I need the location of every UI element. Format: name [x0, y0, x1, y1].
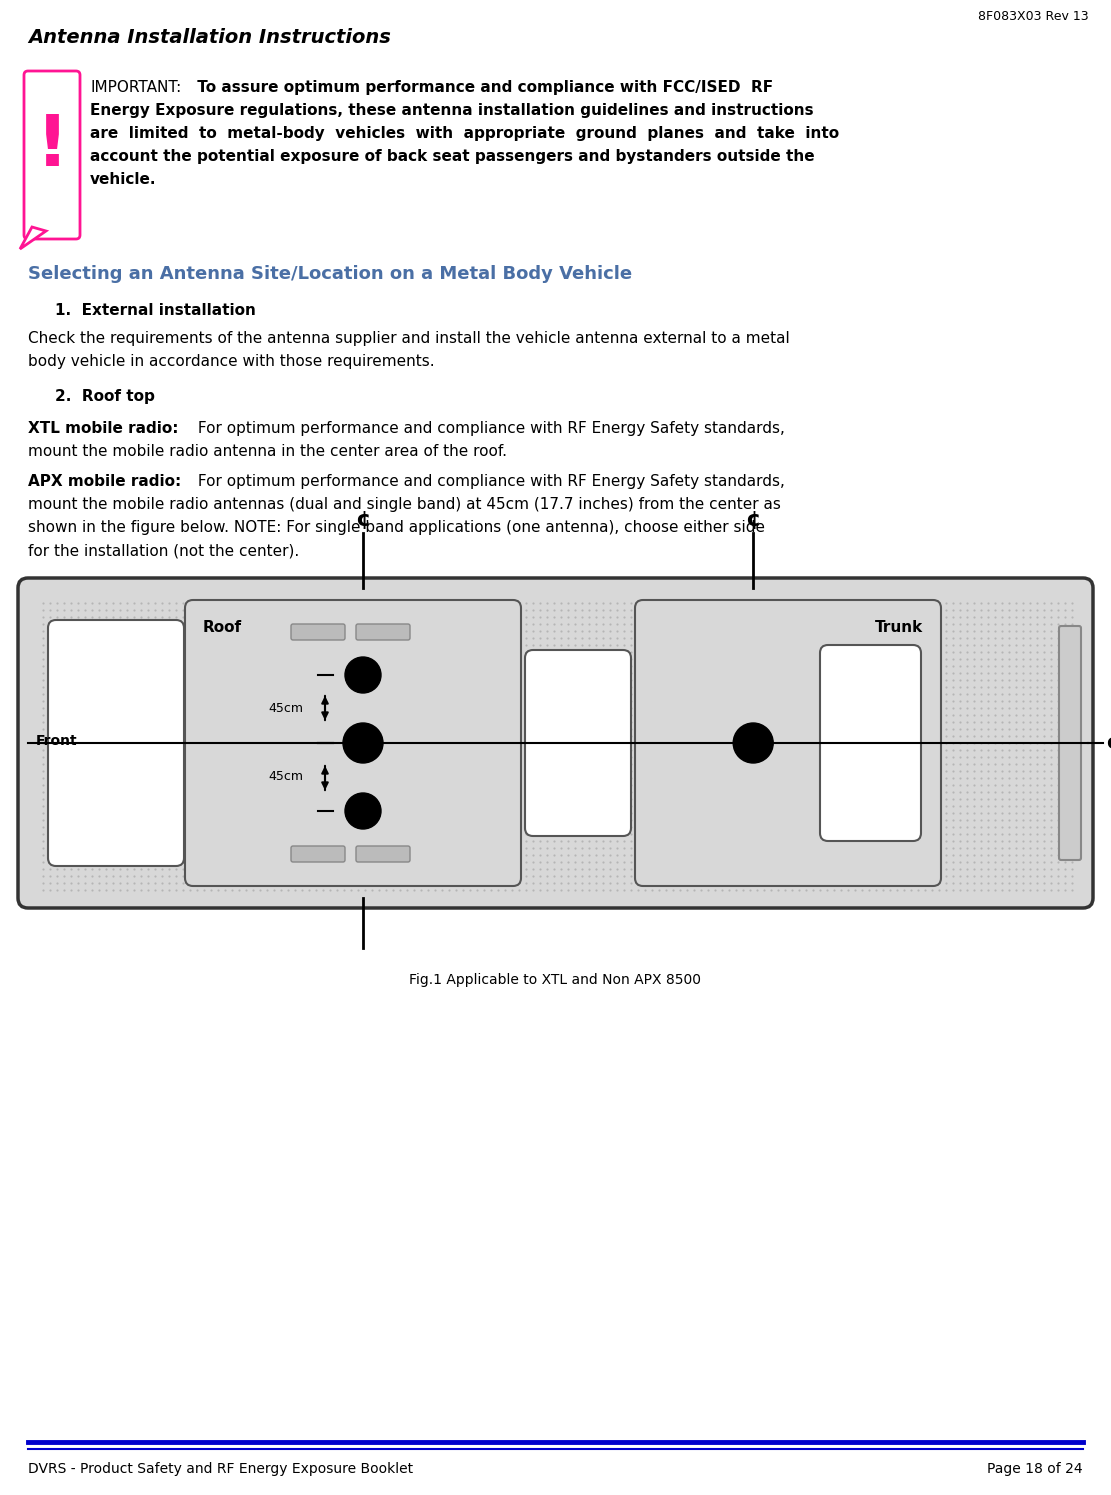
Text: Antenna Installation Instructions: Antenna Installation Instructions	[28, 28, 391, 46]
Text: DVR: DVR	[740, 739, 767, 748]
FancyBboxPatch shape	[1059, 626, 1081, 860]
FancyBboxPatch shape	[24, 70, 80, 239]
Text: 2.  Roof top: 2. Roof top	[56, 389, 154, 404]
Text: 1.  External installation: 1. External installation	[56, 303, 256, 318]
Text: 45cm: 45cm	[268, 703, 303, 716]
FancyBboxPatch shape	[820, 644, 921, 842]
FancyBboxPatch shape	[526, 650, 631, 836]
Text: To assure optimum performance and compliance with FCC/ISED  RF: To assure optimum performance and compli…	[192, 81, 773, 96]
Text: Front: Front	[36, 734, 78, 748]
Text: for the installation (not the center).: for the installation (not the center).	[28, 543, 299, 558]
Circle shape	[346, 656, 381, 694]
Text: Fig.1 Applicable to XTL and Non APX 8500: Fig.1 Applicable to XTL and Non APX 8500	[409, 973, 701, 987]
Text: XTL: XTL	[351, 739, 374, 748]
Text: APX: APX	[352, 806, 374, 816]
Text: Selecting an Antenna Site/Location on a Metal Body Vehicle: Selecting an Antenna Site/Location on a …	[28, 265, 632, 283]
FancyBboxPatch shape	[186, 599, 521, 887]
Text: ¢: ¢	[745, 510, 761, 531]
Text: XTL mobile radio:: XTL mobile radio:	[28, 422, 179, 437]
Text: Roof: Roof	[203, 620, 242, 635]
Text: ¢: ¢	[356, 510, 371, 531]
Text: For optimum performance and compliance with RF Energy Safety standards,: For optimum performance and compliance w…	[193, 422, 784, 437]
Text: DVRS - Product Safety and RF Energy Exposure Booklet: DVRS - Product Safety and RF Energy Expo…	[28, 1462, 413, 1476]
FancyBboxPatch shape	[18, 579, 1093, 907]
Text: 8F083X03 Rev 13: 8F083X03 Rev 13	[979, 10, 1089, 22]
Text: Trunk: Trunk	[874, 620, 923, 635]
FancyBboxPatch shape	[291, 623, 346, 640]
Circle shape	[733, 724, 773, 762]
FancyBboxPatch shape	[356, 623, 410, 640]
Text: 45cm: 45cm	[268, 770, 303, 783]
Text: mount the mobile radio antenna in the center area of the roof.: mount the mobile radio antenna in the ce…	[28, 444, 507, 459]
FancyBboxPatch shape	[48, 620, 184, 866]
Text: vehicle.: vehicle.	[90, 172, 157, 187]
Text: are  limited  to  metal-body  vehicles  with  appropriate  ground  planes  and  : are limited to metal-body vehicles with …	[90, 126, 839, 141]
Text: shown in the figure below. NOTE: For single band applications (one antenna), cho: shown in the figure below. NOTE: For sin…	[28, 520, 765, 535]
FancyBboxPatch shape	[291, 846, 346, 863]
Text: mount the mobile radio antennas (dual and single band) at 45cm (17.7 inches) fro: mount the mobile radio antennas (dual an…	[28, 496, 781, 511]
Circle shape	[343, 724, 383, 762]
Text: APX: APX	[352, 670, 374, 680]
Text: For optimum performance and compliance with RF Energy Safety standards,: For optimum performance and compliance w…	[193, 474, 784, 489]
FancyBboxPatch shape	[356, 846, 410, 863]
Text: ¢: ¢	[1105, 733, 1111, 753]
Polygon shape	[20, 227, 46, 250]
Text: Page 18 of 24: Page 18 of 24	[988, 1462, 1083, 1476]
Text: Energy Exposure regulations, these antenna installation guidelines and instructi: Energy Exposure regulations, these anten…	[90, 103, 813, 118]
Text: !: !	[36, 112, 69, 181]
FancyBboxPatch shape	[635, 599, 941, 887]
Text: Check the requirements of the antenna supplier and install the vehicle antenna e: Check the requirements of the antenna su…	[28, 330, 790, 345]
Text: body vehicle in accordance with those requirements.: body vehicle in accordance with those re…	[28, 354, 434, 369]
Circle shape	[346, 792, 381, 830]
Text: IMPORTANT:: IMPORTANT:	[90, 81, 181, 96]
Text: account the potential exposure of back seat passengers and bystanders outside th: account the potential exposure of back s…	[90, 150, 814, 164]
Text: APX mobile radio:: APX mobile radio:	[28, 474, 181, 489]
